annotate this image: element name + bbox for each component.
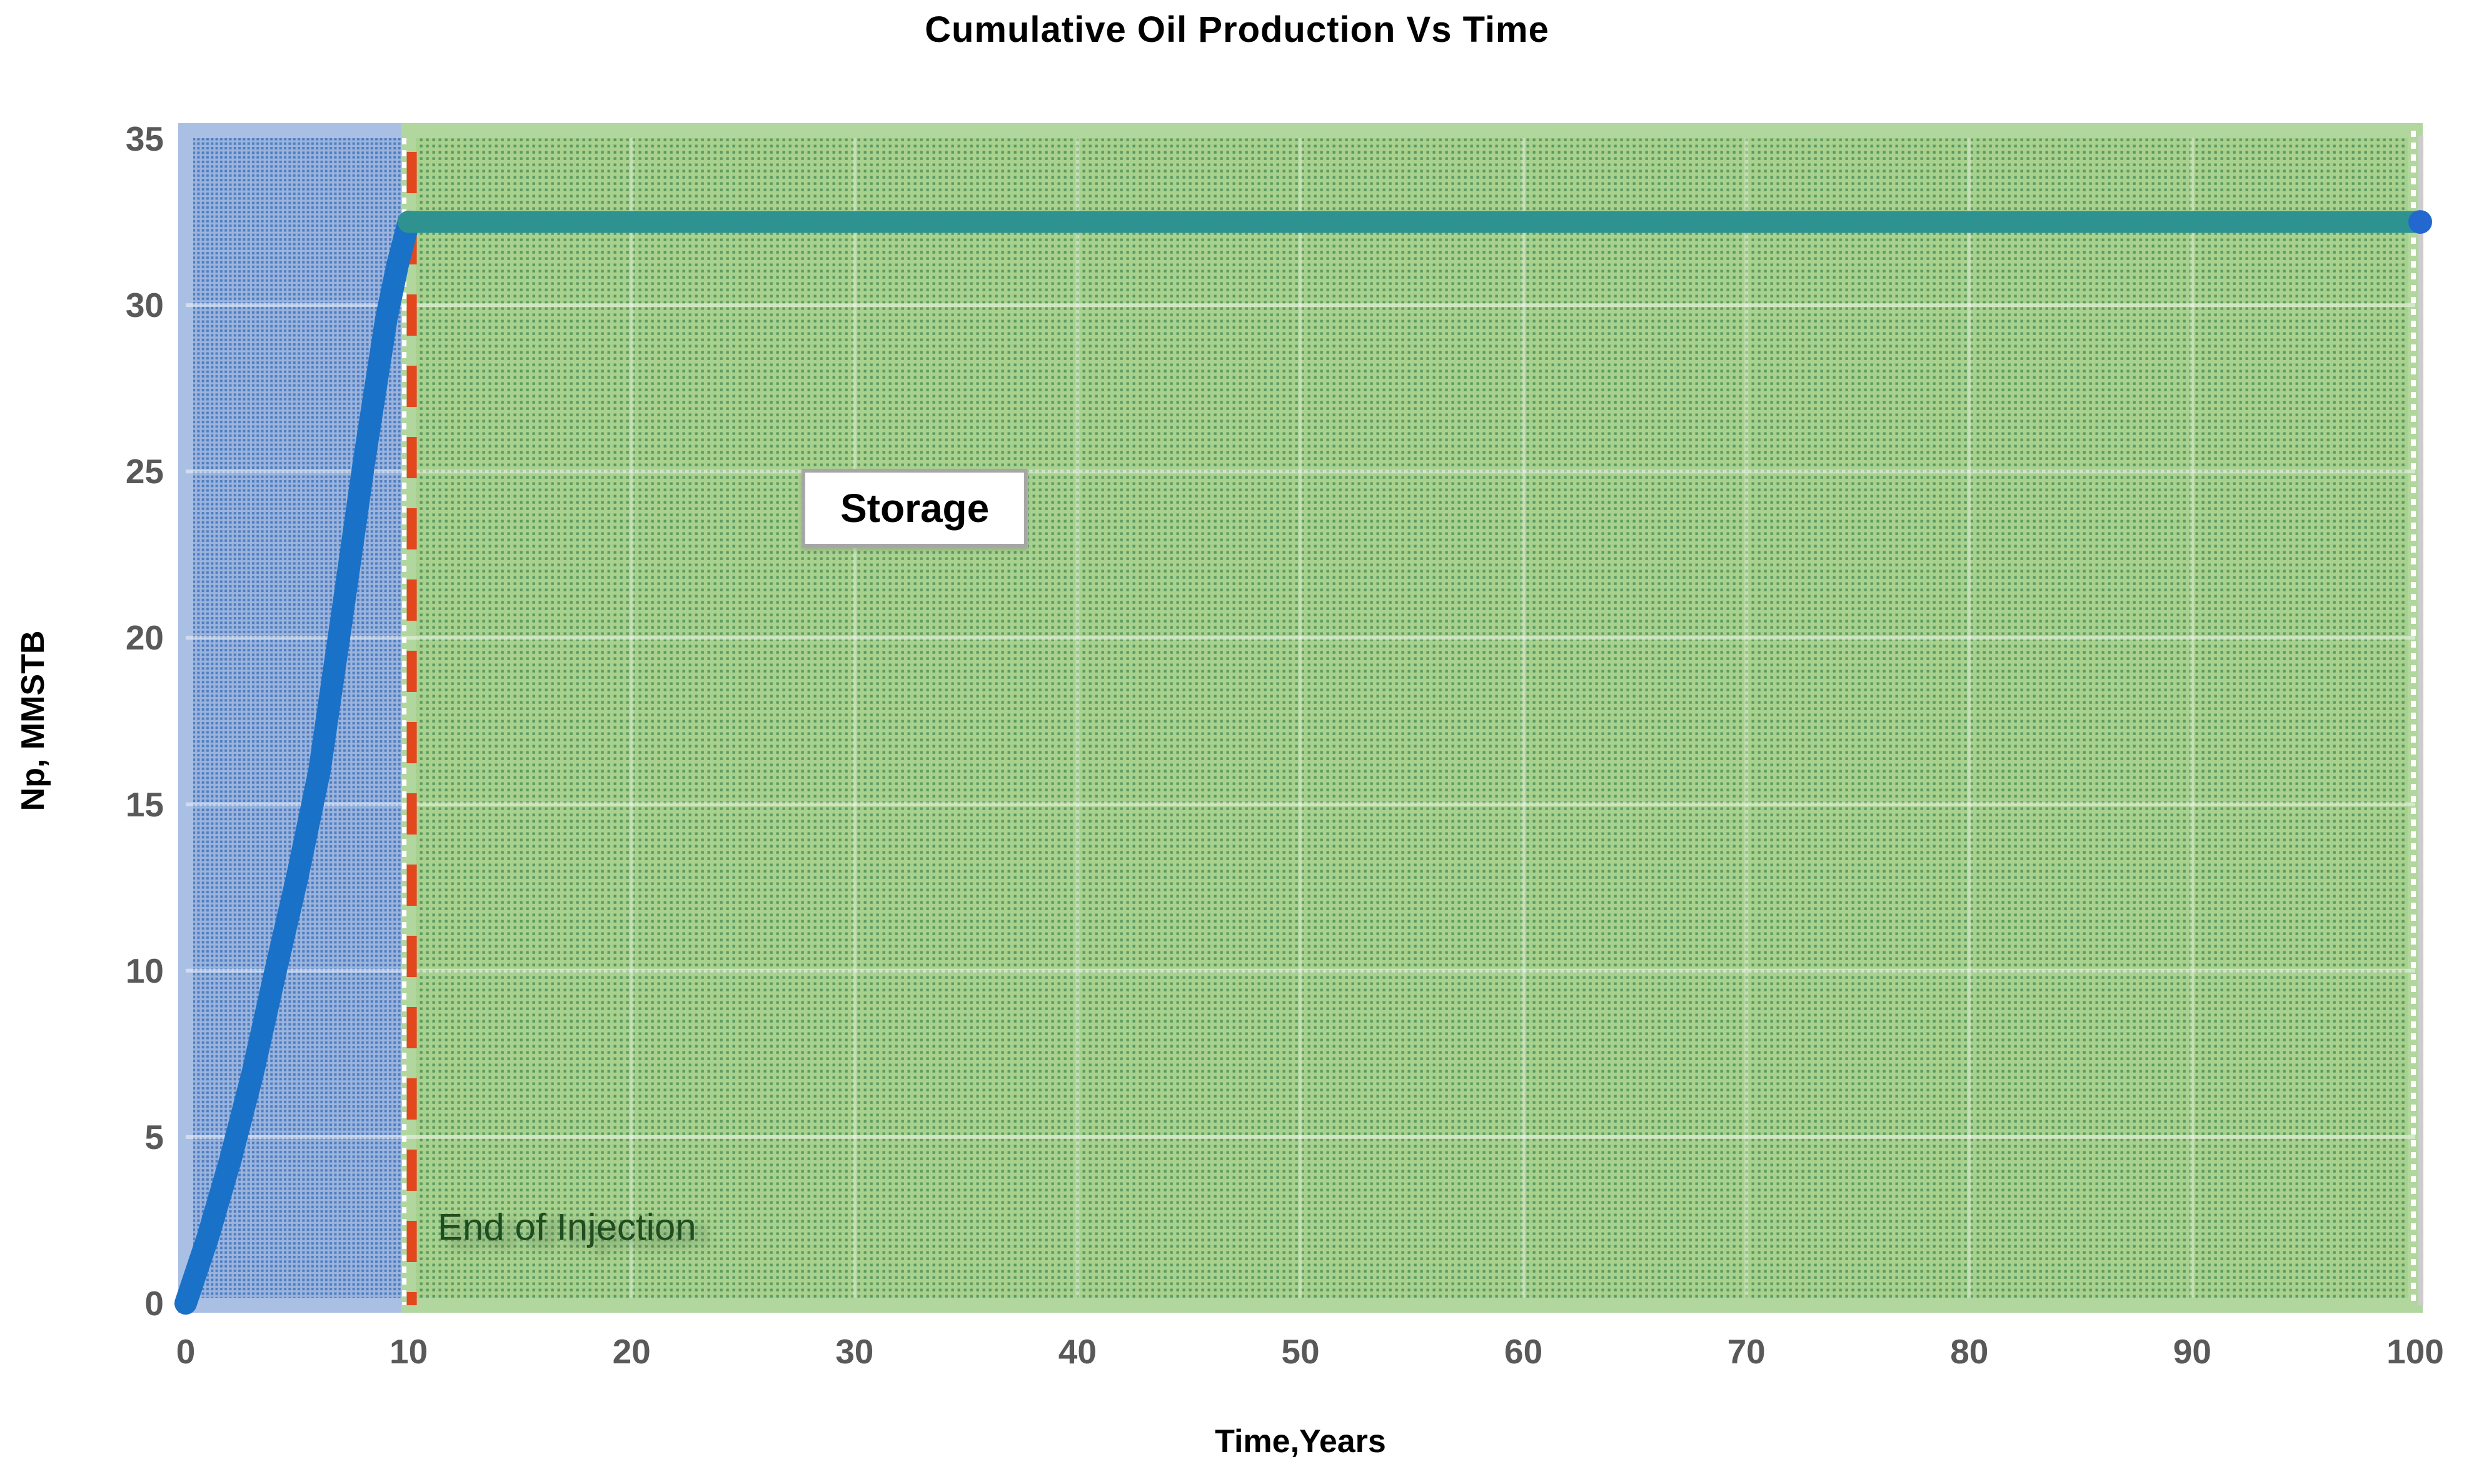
x-tick-label-20: 20 xyxy=(612,1332,651,1371)
x-tick-label-90: 90 xyxy=(2173,1332,2211,1371)
y-tick-label-15: 15 xyxy=(125,785,164,824)
series-cumulative-oil-production xyxy=(174,211,420,1315)
x-tick-label-50: 50 xyxy=(1281,1332,1320,1371)
y-axis-title: Np, MMSTB xyxy=(15,630,51,811)
storage-annotation-box: Storage xyxy=(801,468,1028,548)
x-tick-label-60: 60 xyxy=(1504,1332,1543,1371)
region-injection-period xyxy=(178,123,416,1313)
chart-title: Cumulative Oil Production Vs Time xyxy=(925,9,1549,50)
x-tick-label-100: 100 xyxy=(2386,1332,2444,1371)
y-tick-label-0: 0 xyxy=(144,1284,164,1323)
x-tick-label-30: 30 xyxy=(835,1332,874,1371)
end-of-injection-annotation: End of Injection xyxy=(437,1206,696,1248)
x-tick-label-40: 40 xyxy=(1058,1332,1097,1371)
y-tick-label-10: 10 xyxy=(125,951,164,990)
y-tick-label-35: 35 xyxy=(125,119,164,158)
y-tick-label-5: 5 xyxy=(144,1117,164,1156)
series-end-marker xyxy=(2408,210,2432,234)
region-storage-period xyxy=(401,123,2423,1313)
y-tick-label-30: 30 xyxy=(125,286,164,325)
y-tick-label-20: 20 xyxy=(125,618,164,658)
x-tick-label-70: 70 xyxy=(1727,1332,1766,1371)
x-axis-title: Time,Years xyxy=(1215,1423,1386,1460)
x-tick-label-10: 10 xyxy=(390,1332,428,1371)
y-tick-label-25: 25 xyxy=(125,452,164,491)
x-tick-label-0: 0 xyxy=(176,1332,196,1371)
x-tick-label-80: 80 xyxy=(1950,1332,1989,1371)
